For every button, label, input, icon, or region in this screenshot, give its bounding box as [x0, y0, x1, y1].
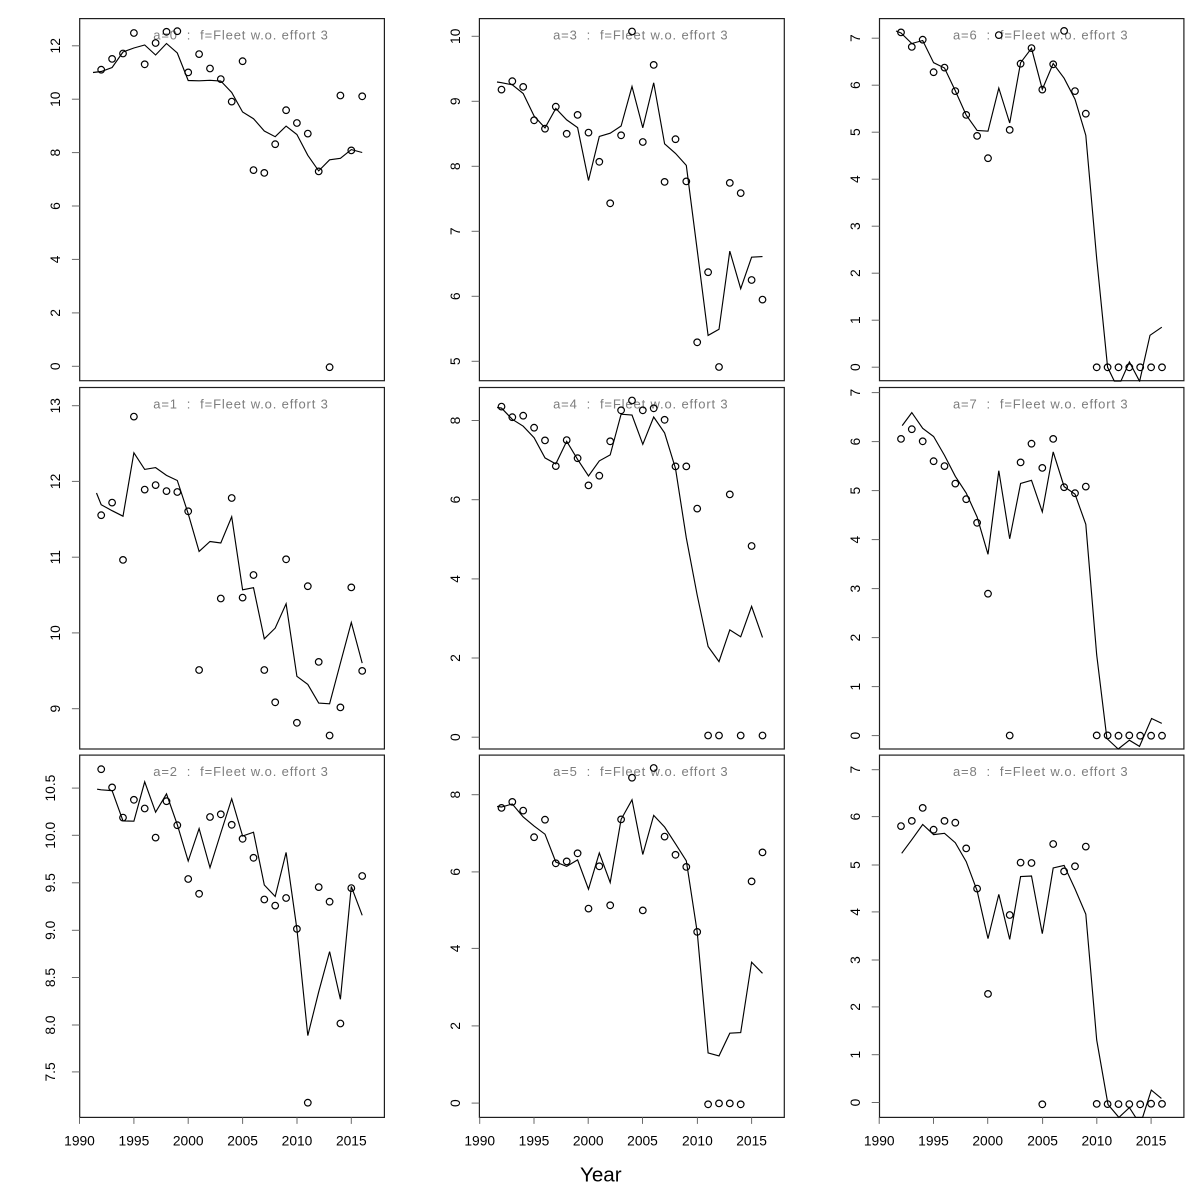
svg-text:5: 5 [848, 486, 863, 494]
svg-text:7: 7 [848, 766, 863, 774]
svg-text:10.0: 10.0 [43, 822, 58, 849]
svg-text:4: 4 [48, 255, 63, 263]
svg-text:6: 6 [848, 437, 863, 445]
svg-text:10: 10 [48, 625, 63, 641]
svg-text:0: 0 [48, 362, 63, 370]
svg-text:8: 8 [448, 791, 463, 799]
svg-text:9.5: 9.5 [43, 873, 58, 893]
svg-text:11: 11 [48, 550, 63, 564]
svg-text:7.5: 7.5 [43, 1062, 58, 1082]
svg-text:2: 2 [448, 654, 463, 662]
svg-text:8.5: 8.5 [43, 968, 58, 988]
svg-text:4: 4 [448, 944, 463, 952]
svg-text:a=4 : f=Fleet w.o. effort 3: a=4 : f=Fleet w.o. effort 3 [553, 396, 728, 411]
svg-text:4: 4 [848, 908, 863, 916]
svg-text:9.0: 9.0 [43, 920, 58, 940]
svg-text:2015: 2015 [736, 1134, 767, 1149]
svg-text:5: 5 [848, 128, 863, 136]
svg-text:1995: 1995 [119, 1134, 150, 1149]
svg-text:1995: 1995 [519, 1134, 550, 1149]
svg-text:a=7 : f=Fleet w.o. effort 3: a=7 : f=Fleet w.o. effort 3 [953, 396, 1128, 411]
svg-text:2: 2 [848, 1003, 863, 1011]
svg-text:1990: 1990 [64, 1134, 95, 1149]
svg-text:1: 1 [848, 1051, 863, 1059]
svg-text:0: 0 [448, 1099, 463, 1107]
svg-text:1990: 1990 [864, 1134, 895, 1149]
svg-text:13: 13 [48, 398, 63, 414]
svg-text:6: 6 [448, 292, 463, 300]
svg-text:9: 9 [48, 705, 63, 713]
svg-text:4: 4 [848, 535, 863, 543]
svg-text:1990: 1990 [464, 1134, 495, 1149]
svg-text:6: 6 [448, 868, 463, 876]
svg-text:a=1 : f=Fleet w.o. effort 3: a=1 : f=Fleet w.o. effort 3 [153, 396, 328, 411]
svg-text:8: 8 [448, 416, 463, 424]
svg-text:7: 7 [848, 389, 863, 397]
svg-text:1: 1 [848, 316, 863, 324]
svg-text:a=3 : f=Fleet w.o. effort 3: a=3 : f=Fleet w.o. effort 3 [553, 27, 728, 42]
svg-text:8: 8 [448, 162, 463, 170]
svg-text:3: 3 [848, 956, 863, 964]
svg-text:3: 3 [848, 222, 863, 230]
svg-text:10: 10 [48, 91, 63, 107]
svg-text:2005: 2005 [1027, 1134, 1058, 1149]
svg-text:2010: 2010 [282, 1134, 313, 1149]
svg-text:9: 9 [448, 97, 463, 105]
svg-text:3: 3 [848, 584, 863, 592]
svg-text:Year: Year [580, 1163, 622, 1186]
svg-text:2010: 2010 [682, 1134, 713, 1149]
svg-text:2000: 2000 [972, 1134, 1003, 1149]
svg-text:12: 12 [48, 38, 63, 53]
svg-text:a=5 : f=Fleet w.o. effort 3: a=5 : f=Fleet w.o. effort 3 [553, 764, 728, 779]
svg-text:a=6 : f=Fleet w.o. effort 3: a=6 : f=Fleet w.o. effort 3 [953, 27, 1128, 42]
svg-text:2: 2 [848, 634, 863, 642]
svg-text:2015: 2015 [336, 1134, 367, 1149]
svg-text:2000: 2000 [573, 1134, 604, 1149]
svg-text:10: 10 [448, 28, 463, 44]
svg-text:0: 0 [848, 1098, 863, 1106]
svg-text:0: 0 [848, 731, 863, 739]
svg-text:4: 4 [848, 175, 863, 183]
svg-text:a=0 : f=Fleet w.o. effort 3: a=0 : f=Fleet w.o. effort 3 [153, 27, 328, 42]
svg-text:a=8 : f=Fleet w.o. effort 3: a=8 : f=Fleet w.o. effort 3 [953, 764, 1128, 779]
svg-text:6: 6 [848, 81, 863, 89]
svg-text:8.0: 8.0 [43, 1015, 58, 1035]
svg-text:0: 0 [448, 733, 463, 741]
svg-text:2000: 2000 [173, 1134, 204, 1149]
svg-text:5: 5 [848, 861, 863, 869]
svg-text:2: 2 [48, 309, 63, 317]
svg-text:2010: 2010 [1081, 1134, 1112, 1149]
svg-text:12: 12 [48, 474, 63, 489]
svg-text:2: 2 [448, 1022, 463, 1030]
svg-text:2: 2 [848, 269, 863, 277]
svg-text:2005: 2005 [627, 1134, 658, 1149]
svg-text:a=2 : f=Fleet w.o. effort 3: a=2 : f=Fleet w.o. effort 3 [153, 764, 328, 779]
svg-text:10.5: 10.5 [43, 774, 58, 801]
svg-text:7: 7 [848, 34, 863, 42]
svg-text:1: 1 [848, 683, 863, 691]
svg-text:5: 5 [448, 357, 463, 365]
svg-text:2015: 2015 [1136, 1134, 1167, 1149]
svg-text:0: 0 [848, 363, 863, 371]
svg-text:6: 6 [48, 202, 63, 210]
svg-text:6: 6 [848, 812, 863, 820]
svg-text:1995: 1995 [918, 1134, 949, 1149]
svg-text:4: 4 [448, 575, 463, 583]
svg-text:7: 7 [448, 227, 463, 235]
svg-text:6: 6 [448, 496, 463, 504]
svg-text:2005: 2005 [227, 1134, 258, 1149]
svg-text:8: 8 [48, 148, 63, 156]
